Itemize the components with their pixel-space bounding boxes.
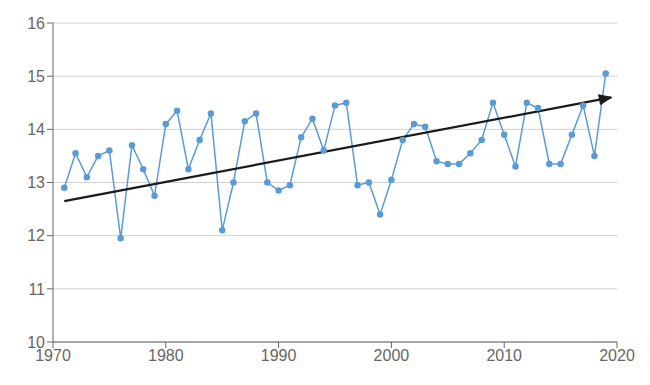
svg-text:13: 13 <box>27 174 45 191</box>
svg-text:2000: 2000 <box>374 347 410 364</box>
svg-text:1980: 1980 <box>148 347 184 364</box>
svg-text:1990: 1990 <box>261 347 297 364</box>
svg-text:11: 11 <box>28 281 45 298</box>
svg-text:14: 14 <box>27 121 45 138</box>
svg-text:12: 12 <box>27 227 45 244</box>
svg-text:15: 15 <box>27 68 45 85</box>
svg-text:2020: 2020 <box>599 347 635 364</box>
svg-text:16: 16 <box>27 15 45 32</box>
svg-text:10: 10 <box>27 334 45 351</box>
svg-text:1970: 1970 <box>35 347 71 365</box>
svg-text:2010: 2010 <box>486 347 522 364</box>
